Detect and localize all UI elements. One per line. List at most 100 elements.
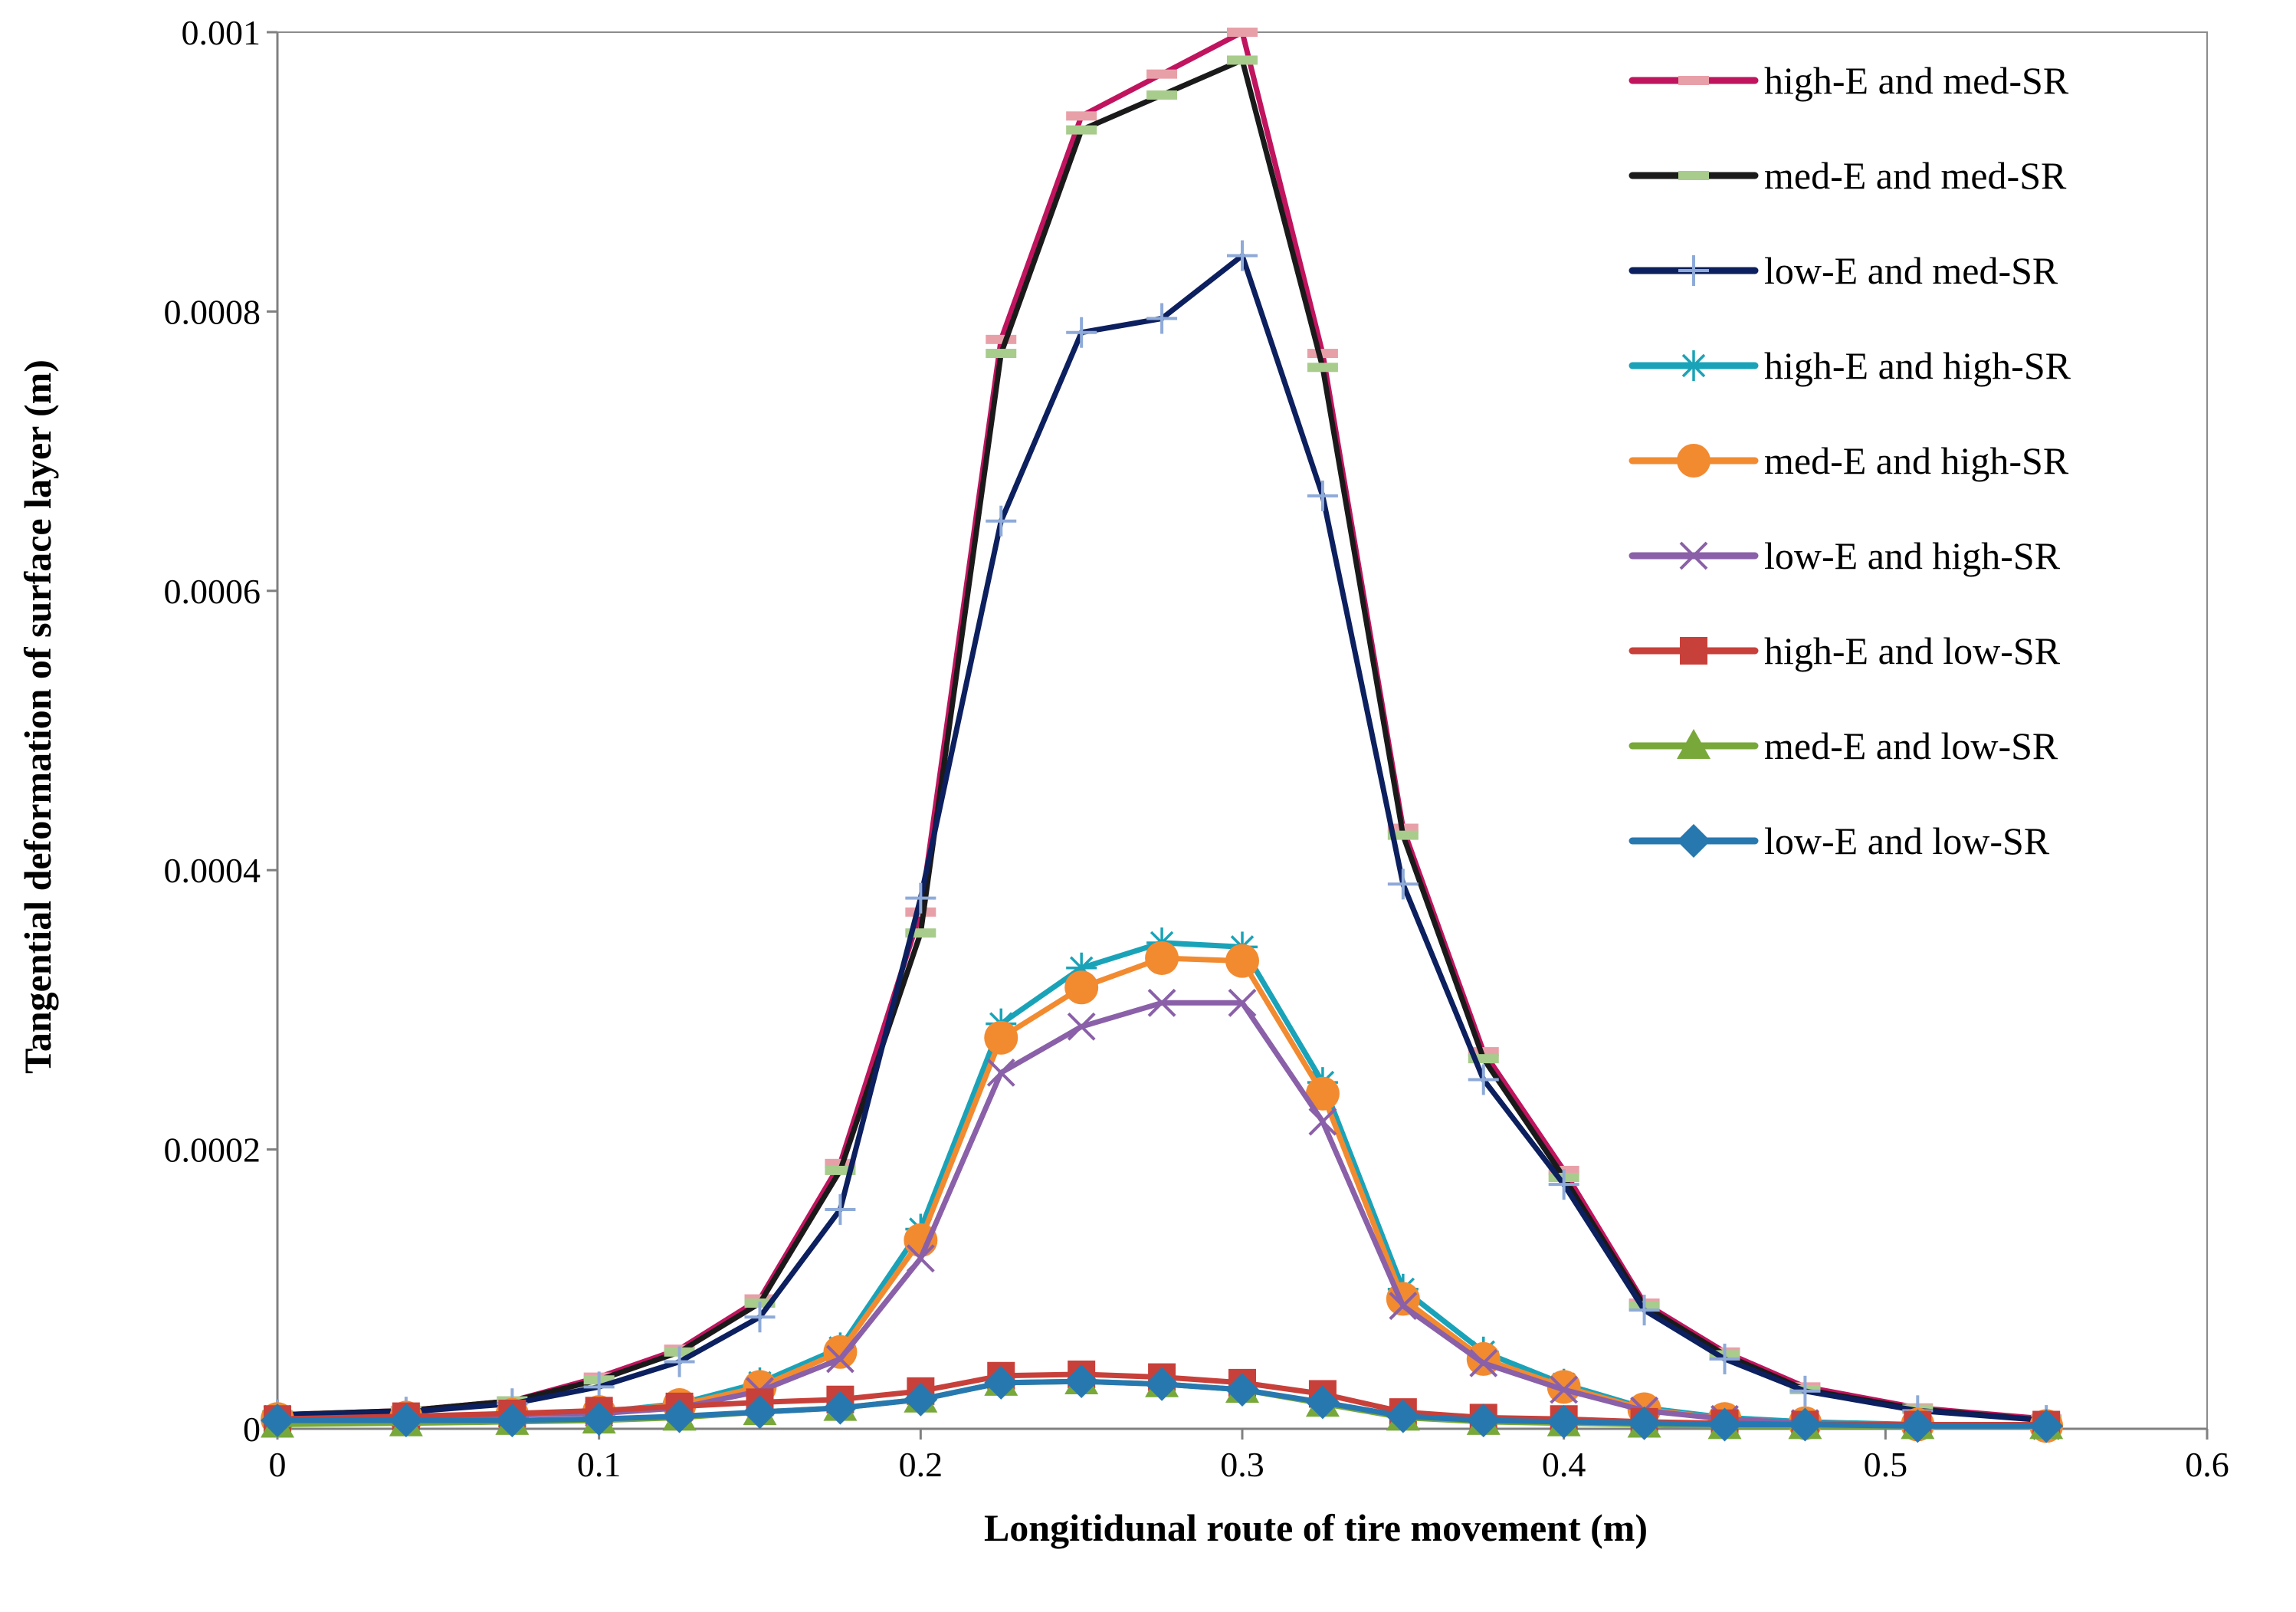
data-point xyxy=(1066,111,1097,121)
data-point xyxy=(1145,1367,1179,1401)
x-tick-label: 0.5 xyxy=(1864,1445,1908,1484)
data-point xyxy=(1548,1169,1579,1200)
legend-swatch-marker xyxy=(1677,729,1711,759)
data-point xyxy=(1707,1407,1742,1442)
x-tick-label: 0.2 xyxy=(899,1445,943,1484)
series-layer xyxy=(261,28,2064,1443)
data-point xyxy=(2029,1409,2064,1443)
legend-swatch-marker xyxy=(1678,255,1709,286)
data-point xyxy=(1067,1012,1096,1041)
data-point xyxy=(984,1020,1018,1055)
legend-entry: med-E and med-SR xyxy=(1629,154,2067,197)
data-point xyxy=(1550,1375,1579,1404)
data-point xyxy=(1308,1107,1337,1136)
data-point xyxy=(826,1344,854,1374)
y-tick-label: 0.0002 xyxy=(164,1131,261,1170)
data-point xyxy=(986,334,1017,344)
legend: high-E and med-SR med-E and med-SR low-E a… xyxy=(1629,59,2071,862)
data-point xyxy=(986,505,1017,537)
data-point xyxy=(984,1365,1018,1400)
data-point xyxy=(986,1058,1015,1087)
data-point xyxy=(1307,363,1338,373)
data-point xyxy=(1145,941,1179,975)
data-point xyxy=(1466,1404,1501,1438)
data-point xyxy=(1064,1364,1099,1399)
data-point xyxy=(1147,988,1176,1017)
legend-swatch-marker xyxy=(1677,824,1711,858)
data-point xyxy=(1228,988,1257,1017)
data-point xyxy=(1225,944,1259,978)
legend-entry: low-E and low-SR xyxy=(1629,819,2050,862)
data-point xyxy=(905,882,936,914)
data-point xyxy=(1629,1295,1660,1326)
data-point xyxy=(1389,1292,1418,1321)
data-point xyxy=(1307,349,1338,359)
legend-label: med-E and med-SR xyxy=(1764,154,2067,197)
data-point xyxy=(904,1382,938,1417)
axes: 0 0.0002 0.0004 0.0006 0.0008 0.001 0 0.1 0.2 0.3… xyxy=(164,13,2229,1484)
legend-entry: high-E and med-SR xyxy=(1629,59,2069,102)
legend-entry: high-E and low-SR xyxy=(1629,629,2061,672)
legend-label: low-E and low-SR xyxy=(1764,819,2050,862)
x-tick-label: 0.4 xyxy=(1542,1445,1586,1484)
legend-swatch-marker xyxy=(1677,444,1711,478)
legend-swatch-marker xyxy=(1678,76,1709,85)
data-point xyxy=(1387,868,1419,900)
data-point xyxy=(1146,69,1178,79)
data-point xyxy=(1709,1343,1740,1374)
legend-entry: med-E and low-SR xyxy=(1629,724,2058,767)
data-point xyxy=(1227,28,1258,37)
legend-swatch-marker xyxy=(1678,171,1709,180)
legend-label: med-E and high-SR xyxy=(1764,439,2069,482)
legend-label: med-E and low-SR xyxy=(1764,724,2058,767)
legend-swatch-marker xyxy=(1680,637,1707,665)
x-axis-title: Longitidunal route of tire movement (m) xyxy=(984,1506,1648,1549)
data-point xyxy=(662,1399,697,1433)
data-point xyxy=(1305,1385,1340,1420)
y-tick-label: 0.0006 xyxy=(164,572,261,611)
data-point xyxy=(1788,1407,1822,1442)
data-point xyxy=(1066,317,1097,348)
data-point xyxy=(1227,55,1258,65)
legend-swatch-marker xyxy=(1679,541,1708,570)
data-point xyxy=(389,1404,423,1438)
data-point xyxy=(825,1193,856,1225)
data-point xyxy=(582,1402,616,1436)
legend-entry: high-E and high-SR xyxy=(1629,344,2071,387)
legend-swatch-marker xyxy=(1678,350,1709,381)
series-9 xyxy=(261,1364,2064,1443)
data-point xyxy=(1627,1406,1661,1440)
legend-label: low-E and med-SR xyxy=(1764,249,2058,292)
y-tick-label: 0.0004 xyxy=(164,851,261,890)
data-point xyxy=(261,1404,294,1438)
data-point xyxy=(1225,1372,1259,1407)
legend-entry: low-E and high-SR xyxy=(1629,534,2061,577)
data-point xyxy=(495,1404,530,1438)
data-point xyxy=(1466,1341,1501,1376)
data-point xyxy=(1386,1282,1420,1316)
data-point xyxy=(1066,125,1097,135)
x-tick-label: 0.6 xyxy=(2185,1445,2229,1484)
data-point xyxy=(1307,480,1338,511)
data-point xyxy=(1469,1348,1498,1377)
data-point xyxy=(1901,1409,1935,1443)
y-tick-label: 0 xyxy=(243,1410,261,1449)
x-tick-label: 0 xyxy=(269,1445,287,1484)
y-tick-label: 0.001 xyxy=(182,13,261,52)
legend-label: high-E and med-SR xyxy=(1764,59,2069,102)
series-3 xyxy=(262,240,2062,1436)
data-point xyxy=(744,1302,776,1333)
data-point xyxy=(986,349,1017,359)
data-point xyxy=(823,1390,858,1425)
data-point xyxy=(1547,1404,1581,1439)
y-tick-label: 0.0008 xyxy=(164,292,261,331)
legend-entry: med-E and high-SR xyxy=(1629,439,2069,482)
data-point xyxy=(743,1395,777,1430)
legend-label: low-E and high-SR xyxy=(1764,534,2061,577)
data-point xyxy=(1146,303,1178,334)
data-point xyxy=(1146,90,1178,100)
data-point xyxy=(664,1346,695,1377)
data-point xyxy=(1386,1399,1420,1433)
